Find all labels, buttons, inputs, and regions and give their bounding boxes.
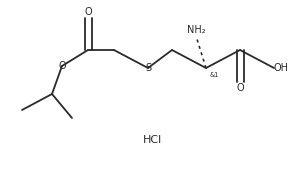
Text: O: O xyxy=(58,61,66,71)
Text: S: S xyxy=(145,63,151,73)
Text: O: O xyxy=(236,83,244,93)
Text: NH₂: NH₂ xyxy=(187,25,205,35)
Text: &1: &1 xyxy=(210,72,219,78)
Text: OH: OH xyxy=(274,63,289,73)
Text: O: O xyxy=(84,7,92,17)
Text: HCl: HCl xyxy=(142,135,162,145)
